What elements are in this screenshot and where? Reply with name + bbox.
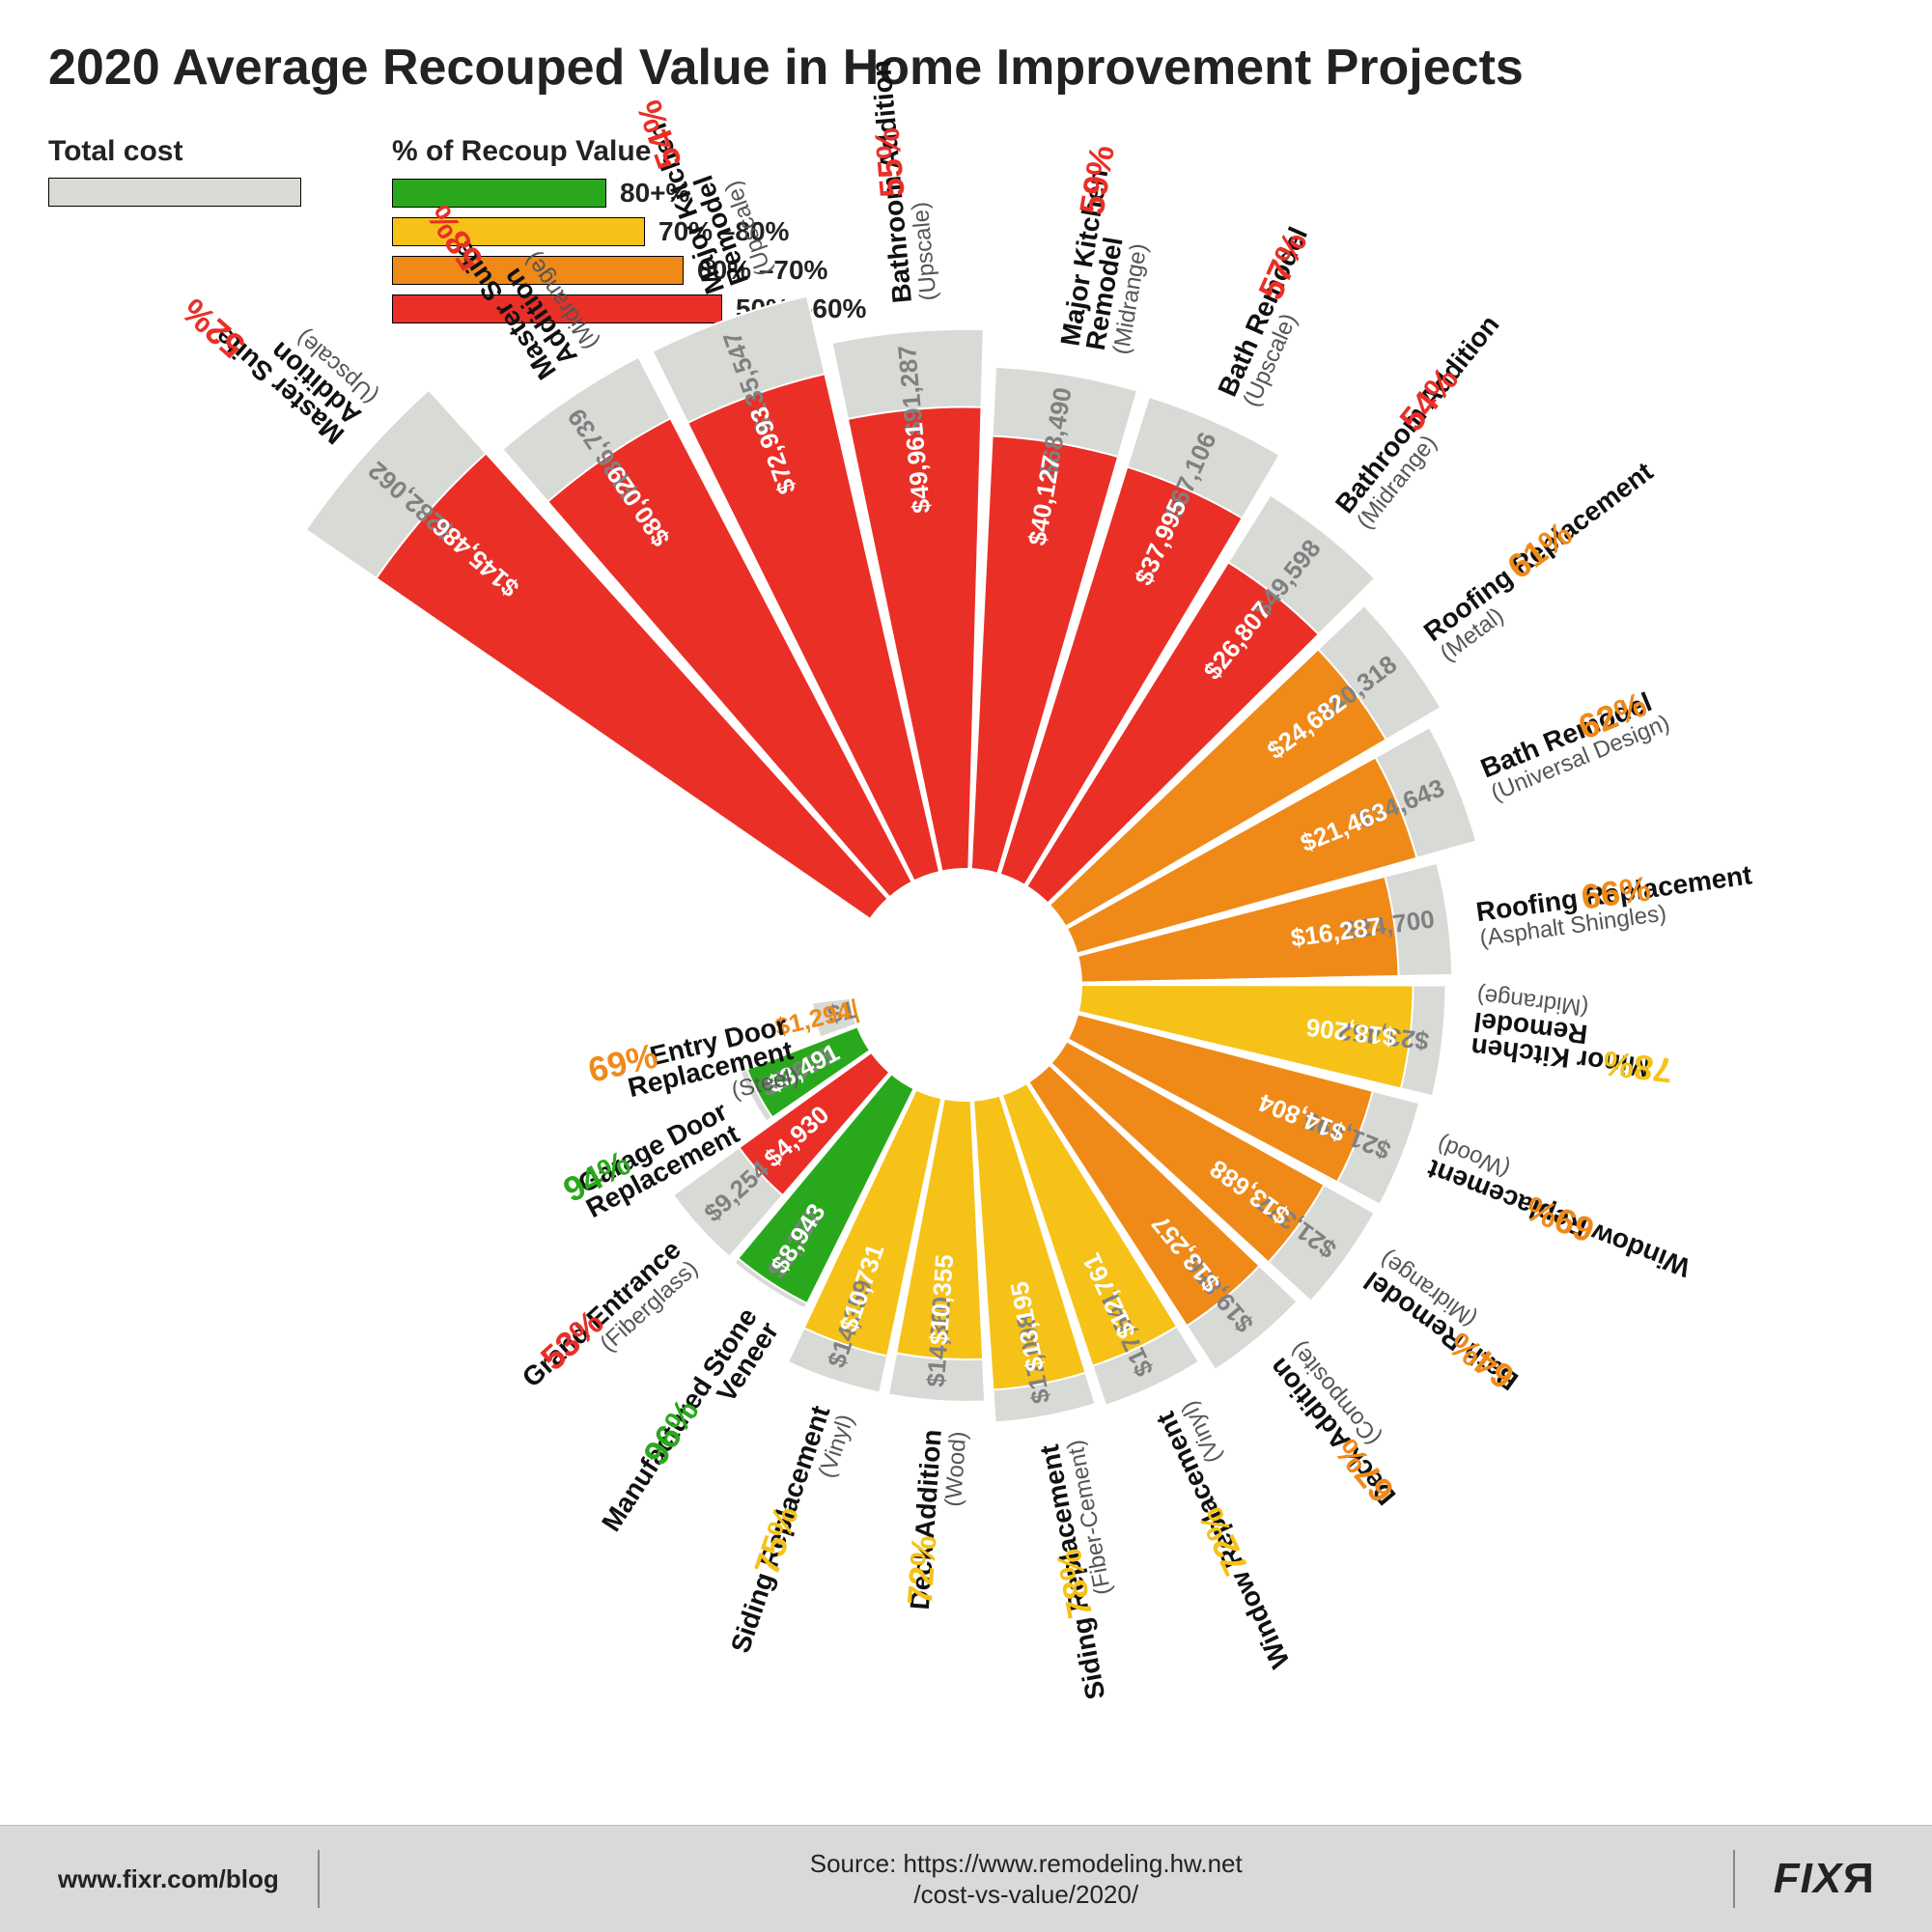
segment-pct: 55% <box>867 126 912 199</box>
footer-source: Source: https://www.remodeling.hw.net /c… <box>358 1848 1694 1911</box>
footer-separator <box>318 1850 320 1908</box>
segment-label-text: Master SuiteAddition(Upscale) <box>210 284 383 450</box>
segment-label-text: Grand Entrance(Fiberglass) <box>517 1235 703 1412</box>
radial-chart: $282,062$145,486Master SuiteAddition(Ups… <box>0 0 1932 1932</box>
footer-logo: FIXR <box>1774 1855 1874 1903</box>
footer-site: www.fixr.com/blog <box>58 1864 279 1894</box>
segment-pct: 72% <box>900 1534 944 1607</box>
segment-pct: 69% <box>1521 1189 1600 1250</box>
segment-label: Grand Entrance(Fiberglass) <box>517 1235 703 1412</box>
segment-pct: 57% <box>1250 226 1315 306</box>
segment-label: Master SuiteAddition(Upscale) <box>210 284 383 450</box>
footer-separator <box>1733 1850 1735 1908</box>
segment-pct: 75% <box>746 1501 806 1580</box>
hub <box>854 873 1078 1097</box>
segment-pct: 59% <box>1072 142 1122 217</box>
segment-pct: 54% <box>629 96 689 175</box>
segment-pct: 78% <box>1601 1044 1674 1091</box>
footer: www.fixr.com/blog Source: https://www.re… <box>0 1825 1932 1932</box>
